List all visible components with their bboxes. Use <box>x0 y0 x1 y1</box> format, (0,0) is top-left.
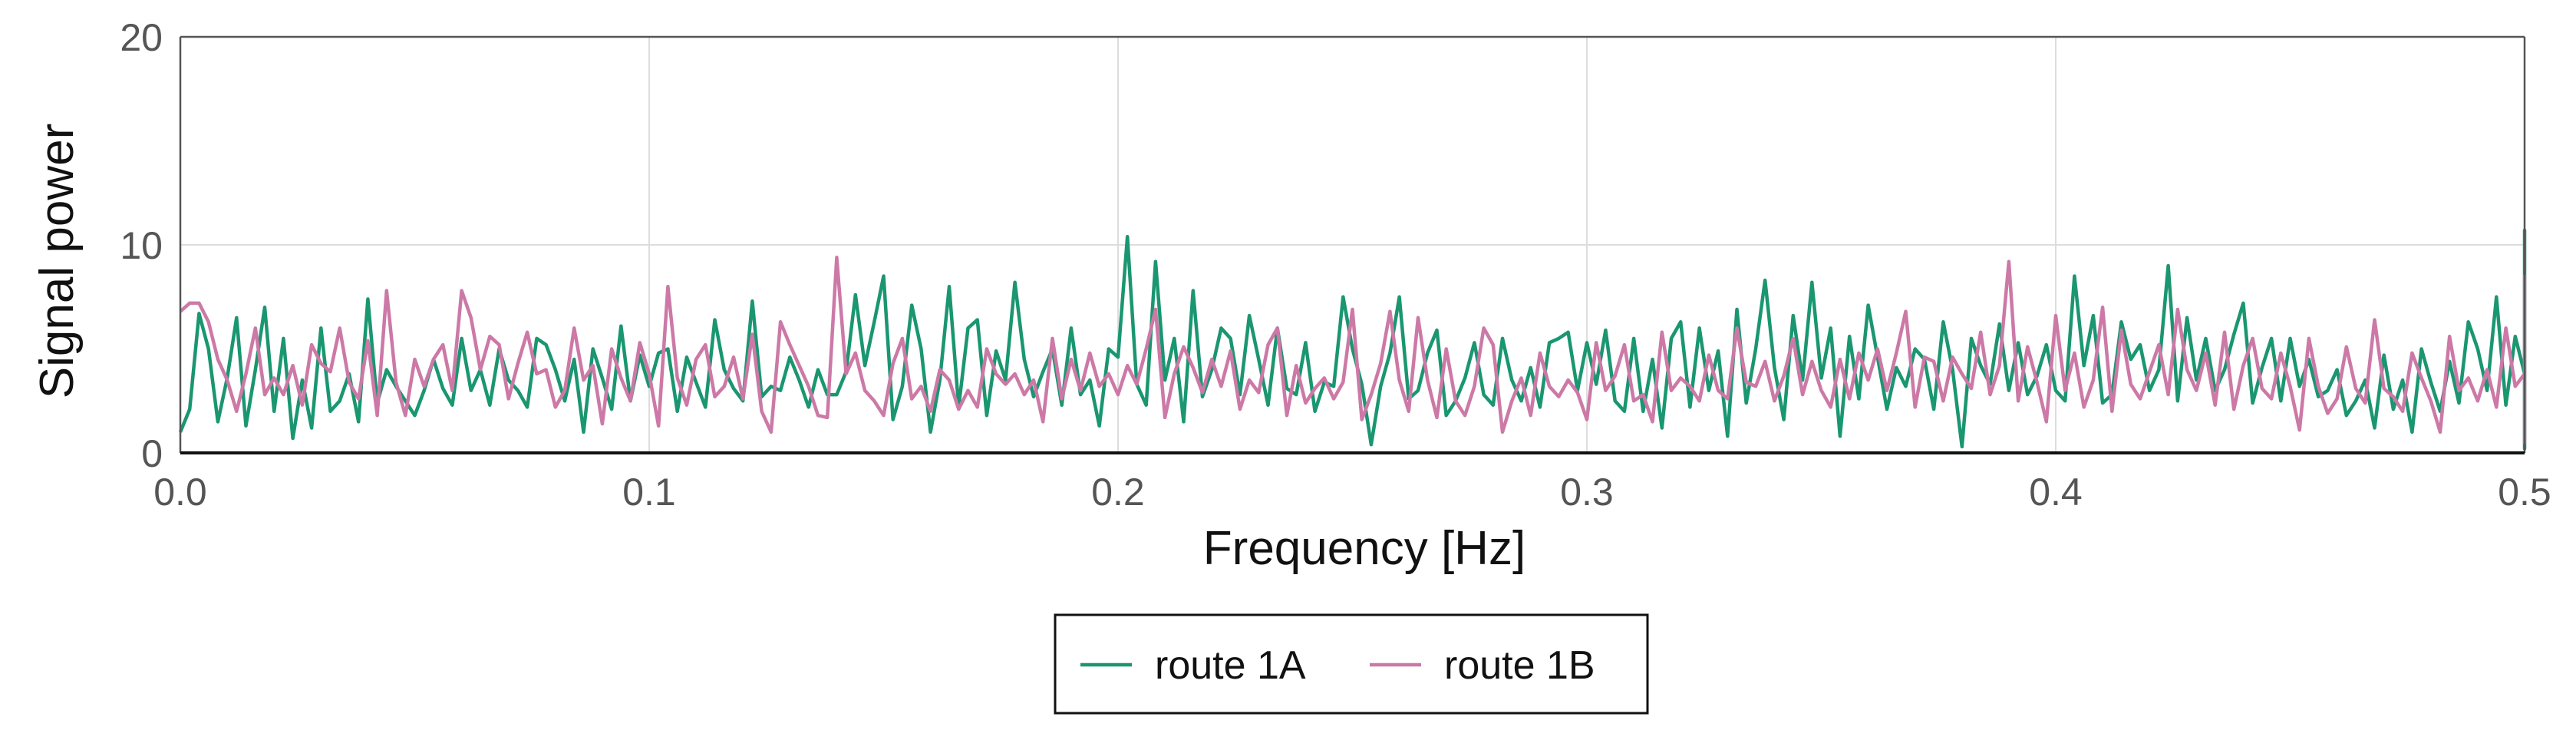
x-axis-title: Frequency [Hz] <box>1203 522 1525 575</box>
legend-label-route-1a: route 1A <box>1155 643 1306 688</box>
x-tick-label: 0.4 <box>2029 471 2083 514</box>
legend-label-route-1b: route 1B <box>1444 643 1595 688</box>
legend: route 1A route 1B <box>1054 613 1649 715</box>
x-tick-label: 0.5 <box>2498 471 2551 514</box>
y-tick-label: 20 <box>120 16 163 59</box>
x-tick-label: 0.3 <box>1560 471 1614 514</box>
tick-labels: 0.0 0.1 0.2 0.3 0.4 0.5 0 10 20 <box>120 16 2551 514</box>
x-tick-label: 0.2 <box>1091 471 1145 514</box>
y-axis-title: Signal power <box>31 124 84 398</box>
axes <box>179 35 2526 454</box>
x-tick-label: 0.0 <box>153 471 207 514</box>
y-tick-label: 0 <box>141 432 163 475</box>
legend-box <box>1054 613 1649 715</box>
x-tick-label: 0.1 <box>622 471 676 514</box>
grid <box>180 37 2525 453</box>
series-layer <box>178 228 2527 451</box>
y-tick-label: 10 <box>120 224 163 267</box>
